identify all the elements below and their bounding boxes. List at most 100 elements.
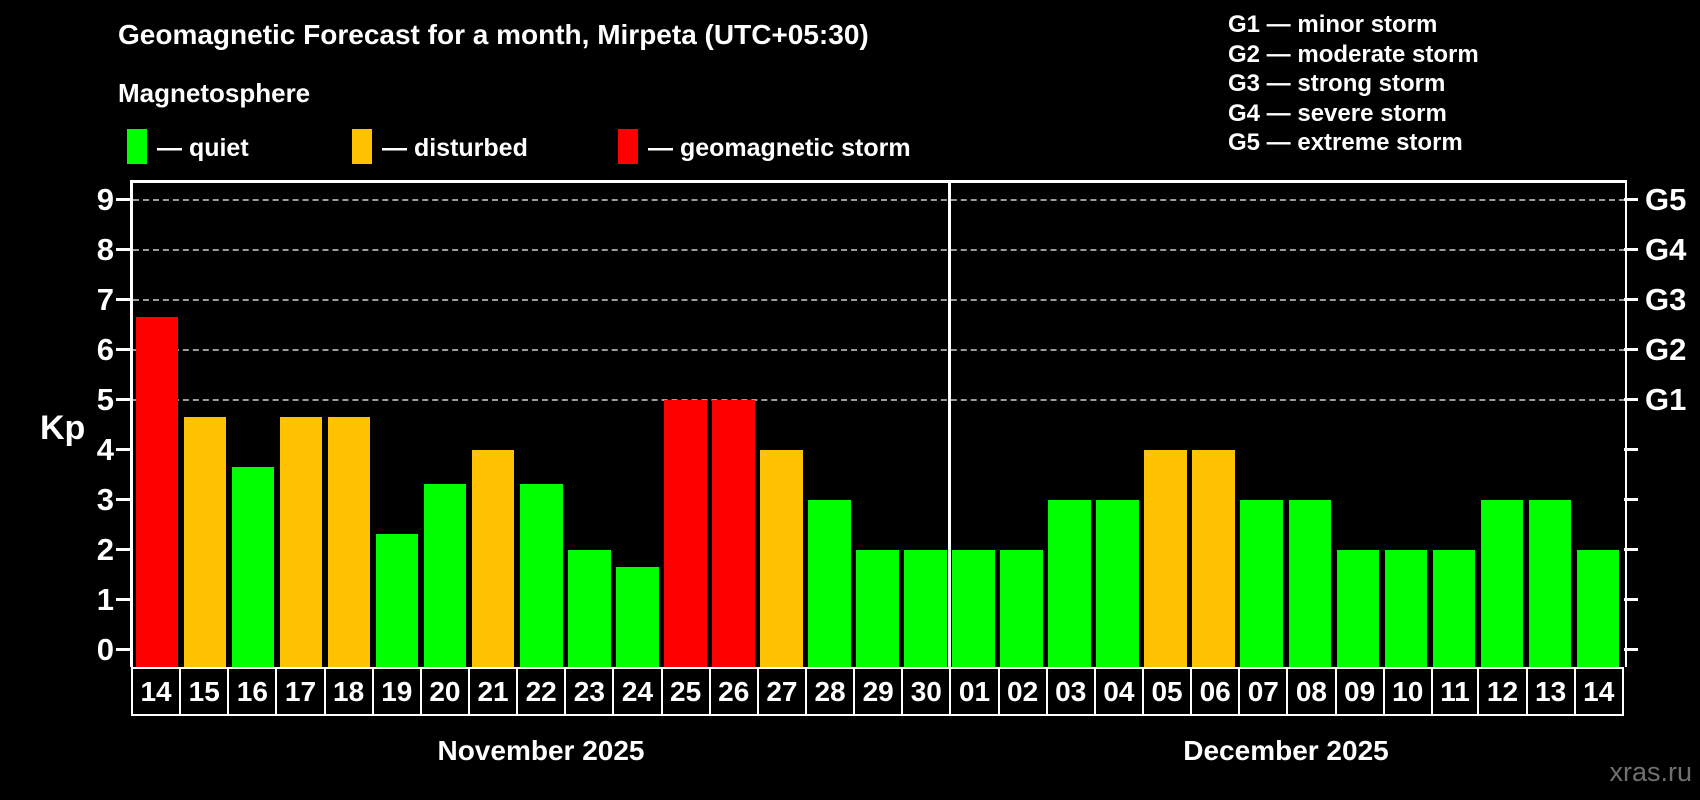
y-tick-label-0: 0 <box>96 632 114 667</box>
kp-bar-30 <box>904 550 947 667</box>
day-label-dec-13: 13 <box>1528 669 1576 714</box>
day-label-dec-14: 14 <box>1583 676 1615 707</box>
disturbed-legend-swatch <box>352 129 372 164</box>
day-label-nov-18: 18 <box>326 669 374 714</box>
month-separator-line <box>948 183 952 667</box>
right-axis-label-g5: G5 <box>1645 182 1687 217</box>
y-tick-label-6: 6 <box>96 332 114 367</box>
y-tick-mark-6 <box>116 348 130 351</box>
gridline-kp-6 <box>133 349 1625 351</box>
kp-bar-25 <box>664 400 707 667</box>
plot-area <box>130 180 1627 667</box>
kp-bar-08 <box>1288 500 1332 667</box>
day-label-nov-29: 29 <box>855 669 904 714</box>
disturbed-legend-label: — disturbed <box>382 134 528 162</box>
day-label-dec-11: 11 <box>1433 669 1480 714</box>
magnetosphere-subtitle: Magnetosphere <box>118 78 311 108</box>
kp-bar-03 <box>1048 500 1091 667</box>
right-tick-mark-5 <box>1624 398 1638 401</box>
y-tick-label-4: 4 <box>96 432 114 467</box>
day-label-nov-16: 16 <box>229 669 278 714</box>
storm-legend-label: — geomagnetic storm <box>648 134 911 162</box>
kp-bar-14 <box>135 316 179 667</box>
y-axis-title: Kp <box>40 409 86 447</box>
kp-bar-17 <box>279 416 323 667</box>
right-tick-mark-2 <box>1624 548 1638 551</box>
y-tick-mark-0 <box>116 648 130 651</box>
right-axis-label-g1: G1 <box>1645 382 1687 417</box>
y-tick-mark-2 <box>116 548 130 551</box>
kp-bar-23 <box>568 550 611 667</box>
day-label-dec-06: 06 <box>1192 669 1241 714</box>
day-label-nov-30: 30 <box>903 669 952 714</box>
day-label-nov-22: 22 <box>518 669 567 714</box>
right-tick-mark-1 <box>1624 598 1638 601</box>
kp-bar-06 <box>1192 450 1235 667</box>
watermark: xras.ru <box>1609 757 1692 787</box>
kp-bar-05 <box>1144 450 1187 667</box>
g5-legend-line: G5 — extreme storm <box>1228 129 1463 156</box>
y-tick-mark-9 <box>116 198 130 201</box>
gridline-kp-8 <box>133 249 1625 251</box>
day-label-nov-23: 23 <box>566 669 615 714</box>
kp-bar-20 <box>423 483 467 667</box>
right-tick-mark-3 <box>1624 498 1638 501</box>
day-label-nov-27: 27 <box>759 669 807 714</box>
day-label-nov-28: 28 <box>807 669 856 714</box>
kp-bar-02 <box>1000 550 1043 667</box>
day-label-dec-09: 09 <box>1337 669 1385 714</box>
day-label-dec-07: 07 <box>1240 669 1289 714</box>
kp-bar-24 <box>616 566 659 667</box>
y-tick-label-2: 2 <box>96 532 114 567</box>
y-tick-label-9: 9 <box>96 182 114 217</box>
day-label-row: 14 15 16 17 18 19 20 21 22 23 24 25 26 27 28 29 30 01 02 03… <box>131 667 1624 716</box>
right-tick-mark-8 <box>1624 248 1638 251</box>
kp-bar-13 <box>1528 500 1572 667</box>
page-title: Geomagnetic Forecast for a month, Mirpet… <box>118 19 869 50</box>
quiet-legend-label: — quiet <box>157 134 249 162</box>
kp-bar-12 <box>1480 500 1524 667</box>
y-tick-label-5: 5 <box>96 382 114 417</box>
month-label-november: November 2025 <box>437 735 645 766</box>
gridline-kp-7 <box>133 299 1625 301</box>
g4-legend-line: G4 — severe storm <box>1228 99 1447 127</box>
right-tick-mark-0 <box>1624 648 1638 651</box>
y-tick-label-7: 7 <box>96 282 114 317</box>
kp-bar-11 <box>1432 550 1476 667</box>
day-label-dec-12: 12 <box>1479 669 1528 714</box>
day-label-nov-21: 21 <box>470 669 519 714</box>
day-label-nov-25: 25 <box>663 669 711 714</box>
right-axis-label-g4: G4 <box>1645 232 1687 267</box>
g3-legend-line: G3 — strong storm <box>1228 70 1446 97</box>
kp-bar-09 <box>1336 550 1380 667</box>
right-tick-mark-7 <box>1624 298 1638 301</box>
y-tick-mark-4 <box>116 448 130 451</box>
kp-bar-07 <box>1240 500 1283 667</box>
day-label-nov-17: 17 <box>277 669 326 714</box>
kp-bar-19 <box>375 533 419 667</box>
g2-legend-line: G2 — moderate storm <box>1228 40 1479 68</box>
kp-bar-04 <box>1096 500 1139 667</box>
day-label-dec-05: 05 <box>1144 669 1193 714</box>
kp-bar-21 <box>471 450 515 667</box>
kp-bar-14 <box>1576 550 1620 667</box>
g-scale-legend: G1 — minor storm G2 — moderate storm G3 … <box>1228 10 1479 158</box>
day-label-nov-24: 24 <box>614 669 663 714</box>
kp-bar-10 <box>1384 550 1428 667</box>
day-label-dec-03: 03 <box>1048 669 1096 714</box>
day-label-dec-10: 10 <box>1385 669 1433 714</box>
y-tick-mark-1 <box>116 598 130 601</box>
y-tick-label-8: 8 <box>96 232 114 267</box>
right-tick-mark-4 <box>1624 448 1638 451</box>
kp-bar-28 <box>808 500 851 667</box>
right-axis-label-g2: G2 <box>1645 332 1687 367</box>
day-label-dec-08: 08 <box>1288 669 1337 714</box>
g1-legend-line: G1 — minor storm <box>1228 11 1438 38</box>
day-label-dec-04: 04 <box>1096 669 1144 714</box>
storm-legend-swatch <box>618 129 638 164</box>
day-label-nov-20: 20 <box>422 669 470 714</box>
kp-bar-26 <box>712 400 755 667</box>
y-tick-mark-3 <box>116 498 130 501</box>
y-tick-mark-7 <box>116 298 130 301</box>
